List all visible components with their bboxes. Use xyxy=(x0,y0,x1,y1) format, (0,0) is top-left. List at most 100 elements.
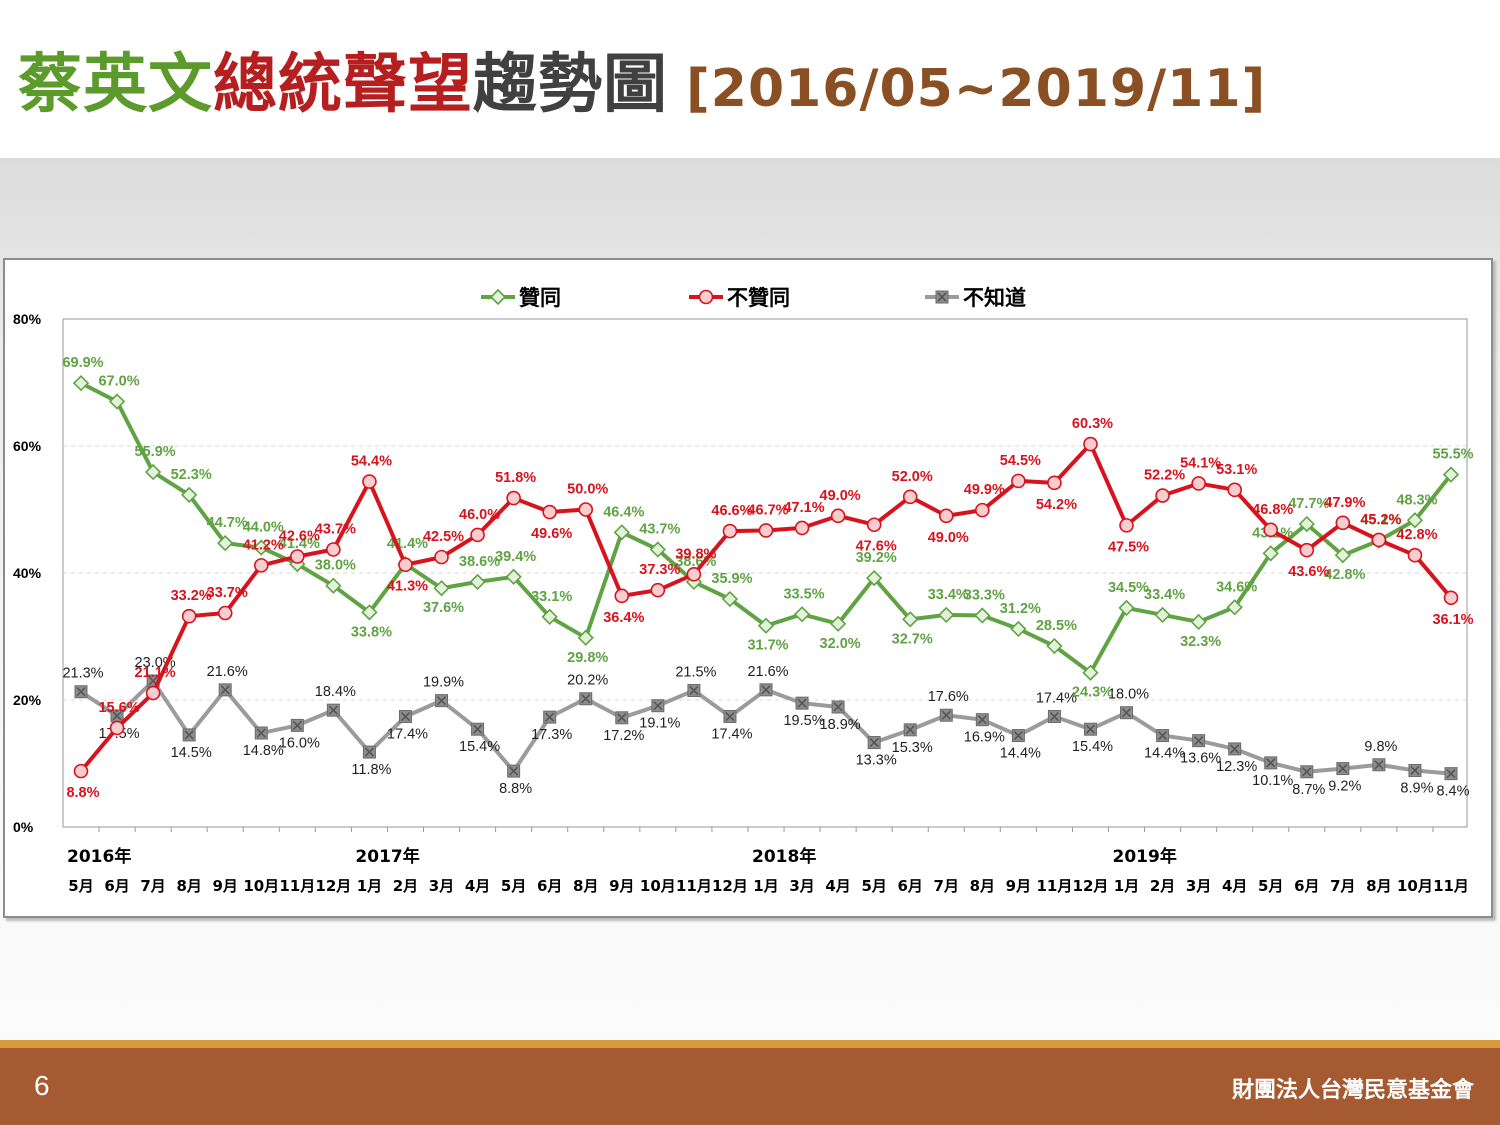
legend-label: 贊同 xyxy=(519,286,561,310)
data-label: 14.4% xyxy=(1144,746,1185,762)
x-tick-label: 9月 xyxy=(609,877,634,895)
data-label: 32.7% xyxy=(892,631,933,647)
data-label: 41.3% xyxy=(387,579,428,595)
data-point xyxy=(182,728,196,742)
data-point-cross xyxy=(112,711,122,721)
data-label: 69.9% xyxy=(62,355,103,371)
x-tick-label: 12月 xyxy=(315,877,351,895)
data-point xyxy=(831,700,845,714)
data-label: 37.3% xyxy=(639,562,680,578)
data-point xyxy=(109,720,125,736)
data-point-cross xyxy=(1374,760,1384,770)
data-point xyxy=(1443,590,1459,606)
x-tick-label: 2月 xyxy=(393,877,418,895)
data-point xyxy=(326,703,340,717)
data-point-cross xyxy=(545,712,555,722)
data-label: 32.3% xyxy=(1180,634,1221,650)
data-point-cross xyxy=(937,292,947,302)
data-point-cross xyxy=(1302,767,1312,777)
data-label: 18.0% xyxy=(1108,687,1149,703)
data-point xyxy=(1082,664,1099,681)
data-point xyxy=(489,288,507,306)
data-point xyxy=(470,527,485,543)
x-tick-label: 8月 xyxy=(1366,877,1391,895)
legend: 贊同 不贊同 不知道 xyxy=(481,286,1026,310)
title-bar: 蔡英文總統聲望趨勢圖 [2016/05~2019/11] xyxy=(0,0,1500,158)
organization-name: 財團法人台灣民意基金會 xyxy=(1231,1078,1474,1103)
data-label: 18.9% xyxy=(820,717,861,733)
data-point xyxy=(757,617,775,634)
data-point xyxy=(469,573,486,591)
year-label: 2018年 xyxy=(752,846,816,867)
data-label: 36.1% xyxy=(1432,612,1473,628)
data-point xyxy=(1156,729,1170,743)
data-point-cross xyxy=(869,737,879,748)
data-label: 20.2% xyxy=(567,673,608,689)
data-label: 51.8% xyxy=(495,470,536,486)
data-point xyxy=(72,375,90,392)
x-tick-label: 5月 xyxy=(68,877,93,895)
series-unknown: 21.3%17.5%23.0%14.5%21.6%14.8%16.0%18.4%… xyxy=(62,655,1469,800)
data-label: 33.7% xyxy=(207,585,248,601)
data-label: 14.8% xyxy=(243,743,284,759)
data-label: 19.1% xyxy=(639,716,680,732)
data-point xyxy=(723,710,737,724)
data-point xyxy=(794,520,810,536)
data-point-cross xyxy=(905,725,915,735)
x-tick-label: 11月 xyxy=(1433,877,1469,895)
data-label: 15.4% xyxy=(1072,739,1113,755)
data-point xyxy=(651,699,665,713)
data-point xyxy=(829,615,847,632)
data-label: 37.6% xyxy=(423,600,464,616)
data-point xyxy=(650,582,666,598)
data-point xyxy=(506,490,521,506)
data-point-cross xyxy=(833,702,843,712)
data-point xyxy=(1010,620,1027,638)
x-tick-label: 1月 xyxy=(357,877,382,895)
slide-title: 蔡英文總統聲望趨勢圖 [2016/05~2019/11] xyxy=(18,40,1266,134)
data-label: 17.4% xyxy=(711,727,752,743)
data-label: 52.0% xyxy=(892,469,933,485)
x-tick-label: 9月 xyxy=(1006,877,1031,895)
data-label: 14.5% xyxy=(171,745,212,761)
data-label: 15.3% xyxy=(892,740,933,756)
x-tick-label: 4月 xyxy=(1222,877,1247,895)
data-point xyxy=(974,607,991,624)
data-point xyxy=(1300,765,1314,779)
legend-item: 不知道 xyxy=(925,286,1026,310)
data-point xyxy=(1047,710,1061,724)
x-tick-label: 6月 xyxy=(897,877,922,895)
data-label: 39.8% xyxy=(675,546,716,562)
x-tick-label: 9月 xyxy=(212,877,237,895)
data-label: 9.2% xyxy=(1328,779,1361,795)
title-part-president: 蔡英文 xyxy=(18,48,213,122)
data-point xyxy=(1371,532,1387,548)
data-label: 8.8% xyxy=(499,781,532,797)
data-label: 47.6% xyxy=(856,539,897,555)
data-point xyxy=(326,542,341,557)
data-label: 54.1% xyxy=(1180,455,1221,471)
data-point xyxy=(543,710,557,724)
data-label: 17.3% xyxy=(531,727,572,743)
data-point xyxy=(290,718,304,732)
data-point-cross xyxy=(1410,765,1420,776)
data-label: 49.9% xyxy=(964,482,1005,498)
data-label: 43.7% xyxy=(315,522,356,538)
data-point-cross xyxy=(400,711,411,722)
x-tick-label: 11月 xyxy=(676,877,712,895)
data-point-cross xyxy=(689,685,699,696)
data-point-cross xyxy=(941,710,951,720)
data-label: 43.6% xyxy=(1288,564,1329,580)
data-point-cross xyxy=(364,747,374,757)
data-point xyxy=(579,692,593,706)
data-label: 33.4% xyxy=(928,587,969,603)
title-part-approval: 總統聲望 xyxy=(213,48,473,122)
data-point-cross xyxy=(256,728,266,738)
data-point xyxy=(1442,466,1460,483)
x-tick-label: 11月 xyxy=(279,877,315,895)
data-point-cross xyxy=(653,701,663,711)
data-point xyxy=(471,722,485,736)
data-point xyxy=(1335,515,1351,531)
data-point xyxy=(434,549,449,565)
data-point xyxy=(110,709,124,723)
